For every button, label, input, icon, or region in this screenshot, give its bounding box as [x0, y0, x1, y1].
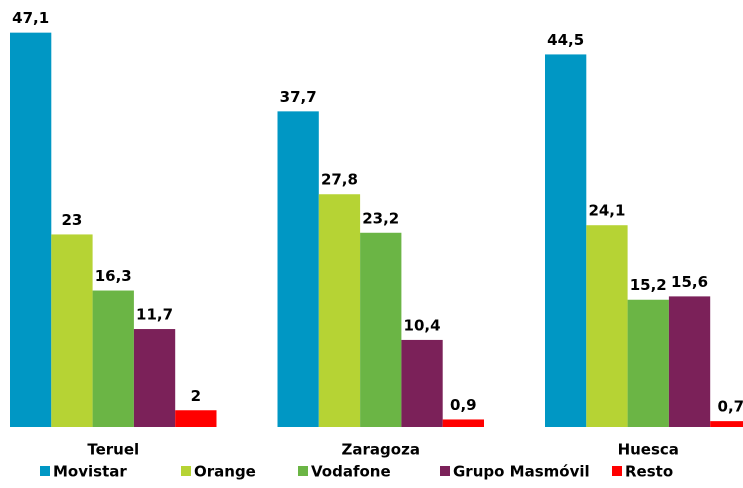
bar	[710, 421, 743, 427]
data-label: 47,1	[12, 9, 49, 27]
legend-label: Resto	[625, 463, 673, 481]
legend-label: Orange	[194, 463, 256, 481]
data-label: 15,2	[630, 276, 667, 294]
data-label: 15,6	[671, 273, 708, 291]
legend-swatch	[612, 466, 622, 476]
data-label: 11,7	[136, 306, 173, 324]
bar	[442, 419, 484, 427]
legend-swatch	[440, 466, 450, 476]
bar	[627, 299, 669, 427]
x-tick-label: Zaragoza	[342, 441, 420, 459]
legend-label: Movistar	[53, 463, 127, 481]
bar	[133, 329, 176, 427]
bar	[175, 410, 217, 427]
x-tick-label: Teruel	[87, 441, 139, 459]
data-label: 24,1	[588, 202, 625, 220]
data-label: 0,9	[450, 396, 477, 414]
bar	[277, 111, 319, 427]
data-label: 23,2	[362, 209, 399, 227]
x-tick-label: Huesca	[618, 441, 679, 459]
data-label: 23	[62, 211, 83, 229]
legend-label: Vodafone	[311, 463, 391, 481]
bar	[586, 225, 628, 427]
legend-swatch	[181, 466, 191, 476]
data-label: 37,7	[280, 88, 317, 106]
bar	[51, 234, 93, 427]
bar	[318, 194, 361, 427]
legend-swatch	[40, 466, 50, 476]
data-label: 2	[191, 387, 201, 405]
bar	[92, 290, 134, 427]
bar	[668, 296, 711, 427]
bar	[10, 32, 52, 427]
bar	[545, 54, 587, 427]
bar	[360, 232, 402, 427]
data-label: 16,3	[95, 267, 132, 285]
legend-swatch	[298, 466, 308, 476]
data-label: 44,5	[547, 31, 584, 49]
data-label: 0,7	[718, 398, 743, 416]
data-label: 27,8	[321, 171, 358, 189]
data-label: 10,4	[404, 316, 441, 334]
legend-label: Grupo Masmóvil	[453, 463, 590, 481]
bar	[401, 339, 443, 427]
